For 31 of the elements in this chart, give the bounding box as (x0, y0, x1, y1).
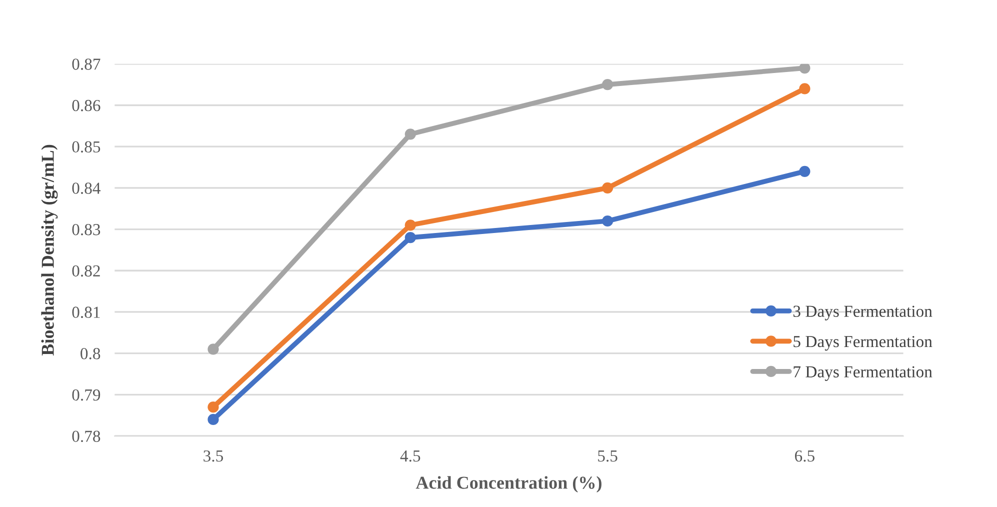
point (208, 414, 219, 426)
y-tick-label: 0.87 (72, 58, 100, 70)
y-tick-label: 0.83 (72, 224, 100, 236)
point (404, 220, 416, 231)
point (799, 166, 810, 177)
point (799, 83, 810, 94)
x-tick-label: 4.5 (400, 450, 420, 462)
y-tick-label: 0.8 (80, 348, 100, 360)
y-tick-label: 0.79 (72, 389, 100, 401)
y-tick-label: 0.82 (72, 265, 100, 277)
y-tick-label: 0.86 (72, 100, 100, 112)
x-tick-label: 6.5 (795, 450, 814, 462)
legend-label: 3 Days Fermentation (793, 306, 932, 320)
point (602, 215, 614, 227)
point (602, 182, 614, 194)
y-tick-label: 0.78 (72, 430, 100, 442)
x-axis-title: Acid Concentration (%) (416, 476, 602, 493)
x-tick-label: 3.5 (204, 450, 223, 462)
y-tick-label: 0.84 (72, 182, 101, 194)
x-tick-label: 5.5 (598, 450, 618, 462)
y-tick-label: 0.81 (72, 306, 100, 318)
y-tick-label: 0.85 (72, 141, 100, 153)
point (404, 232, 416, 244)
point (799, 64, 810, 74)
legend-label: 5 Days Fermentation (794, 336, 932, 351)
point (208, 344, 219, 355)
legend-label: 7 Days Fermentation (794, 366, 932, 381)
y-axis-title: Bioethanol Density (gr/mL) (41, 144, 58, 356)
point (208, 402, 219, 413)
point (602, 79, 614, 90)
point (404, 128, 416, 140)
